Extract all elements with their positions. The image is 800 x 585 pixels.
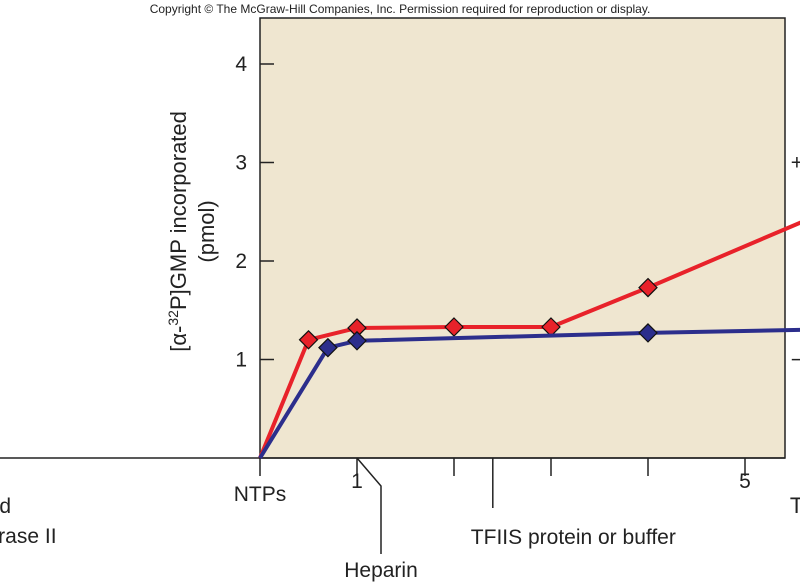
- x-tick-label: 5: [739, 470, 751, 493]
- data-point-diamond: [444, 317, 464, 337]
- y-axis-title-line2: (pmol): [194, 200, 219, 262]
- event-label: RNA polymerase II: [0, 525, 57, 548]
- y-axis-title: [α-32P]GMP incorporated: [165, 111, 191, 352]
- x-tick-label: 1: [351, 470, 363, 493]
- event-label: Heparin: [344, 559, 418, 582]
- plot-area: [259, 17, 786, 459]
- y-axis-title-part: P]GMP incorporated: [166, 111, 191, 310]
- y-tick-label: 1: [235, 349, 247, 372]
- y-axis-title-part: [α-: [166, 326, 191, 352]
- chart: 15101234Time (min)[α-32P]GMP incorporate…: [0, 17, 800, 582]
- y-axis-title-superscript: 32: [165, 310, 181, 326]
- y-tick-label: 3: [235, 152, 247, 175]
- series-label: +TFIIS: [791, 151, 800, 174]
- data-point-diamond: [638, 323, 658, 343]
- x-axis-title: Time (min): [790, 493, 800, 518]
- copyright-notice: Copyright © The McGraw-Hill Companies, I…: [150, 2, 651, 16]
- y-tick-label: 4: [235, 53, 247, 76]
- y-tick-label: 2: [235, 250, 247, 273]
- event-label: TFIIS protein or buffer: [471, 526, 676, 549]
- event-leader-line: [356, 457, 382, 554]
- event-label: DNA and: [0, 495, 11, 518]
- data-point-diamond: [298, 329, 319, 350]
- data-point-diamond: [347, 330, 367, 351]
- data-point-diamond: [318, 337, 338, 358]
- event-label: NTPs: [234, 483, 287, 506]
- series-label: −TFIIS: [791, 348, 800, 371]
- data-point-diamond: [638, 277, 658, 298]
